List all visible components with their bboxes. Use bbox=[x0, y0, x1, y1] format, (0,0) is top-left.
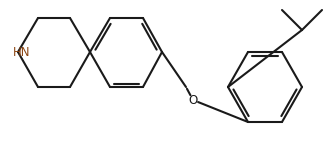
Text: HN: HN bbox=[13, 46, 30, 58]
Text: O: O bbox=[188, 94, 198, 106]
